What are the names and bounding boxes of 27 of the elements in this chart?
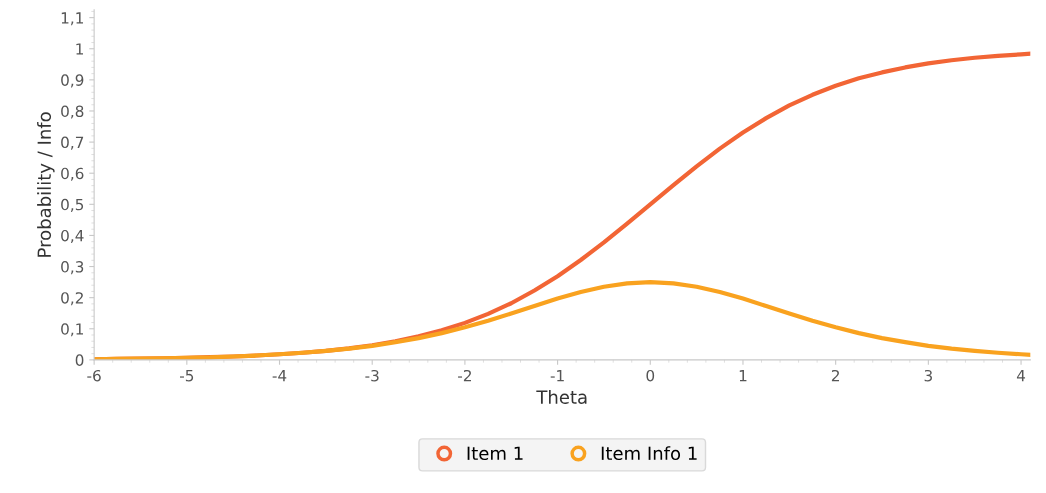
y-tick-label: 0,6: [61, 167, 84, 181]
x-tick-label: 3: [924, 369, 932, 382]
x-tick-label: -1: [550, 370, 564, 382]
y-tick-label: 0: [75, 354, 84, 366]
y-tick-label: 0,2: [61, 292, 83, 306]
x-tick-label: -5: [179, 370, 194, 382]
legend-label: Item 1: [467, 446, 523, 461]
y-tick-label: 0,5: [61, 198, 84, 212]
legend-label: Item Info 1: [601, 446, 697, 461]
x-tick-label: 2: [831, 369, 839, 382]
y-tick-label: 1: [76, 43, 84, 55]
y-tick-label: 0,9: [61, 74, 84, 88]
y-tick-label: 0,7: [61, 136, 84, 150]
y-axis-title: Probability / Info: [37, 112, 55, 257]
x-tick-label: -2: [458, 369, 471, 382]
x-tick-label: 1: [739, 370, 747, 382]
y-tick-label: 0,1: [61, 323, 84, 337]
y-tick-label: 0,8: [61, 105, 84, 119]
x-tick-label: -6: [87, 369, 101, 382]
x-tick-label: 4: [1016, 370, 1026, 382]
x-axis-title: Theta: [536, 389, 587, 404]
x-tick-label: -3: [365, 369, 379, 382]
y-tick-label: 0,3: [61, 261, 84, 275]
y-tick-label: 1,1: [61, 12, 84, 26]
y-tick-label: 0,4: [61, 229, 84, 244]
x-tick-label: 0: [646, 369, 655, 382]
x-tick-label: -4: [272, 370, 287, 382]
